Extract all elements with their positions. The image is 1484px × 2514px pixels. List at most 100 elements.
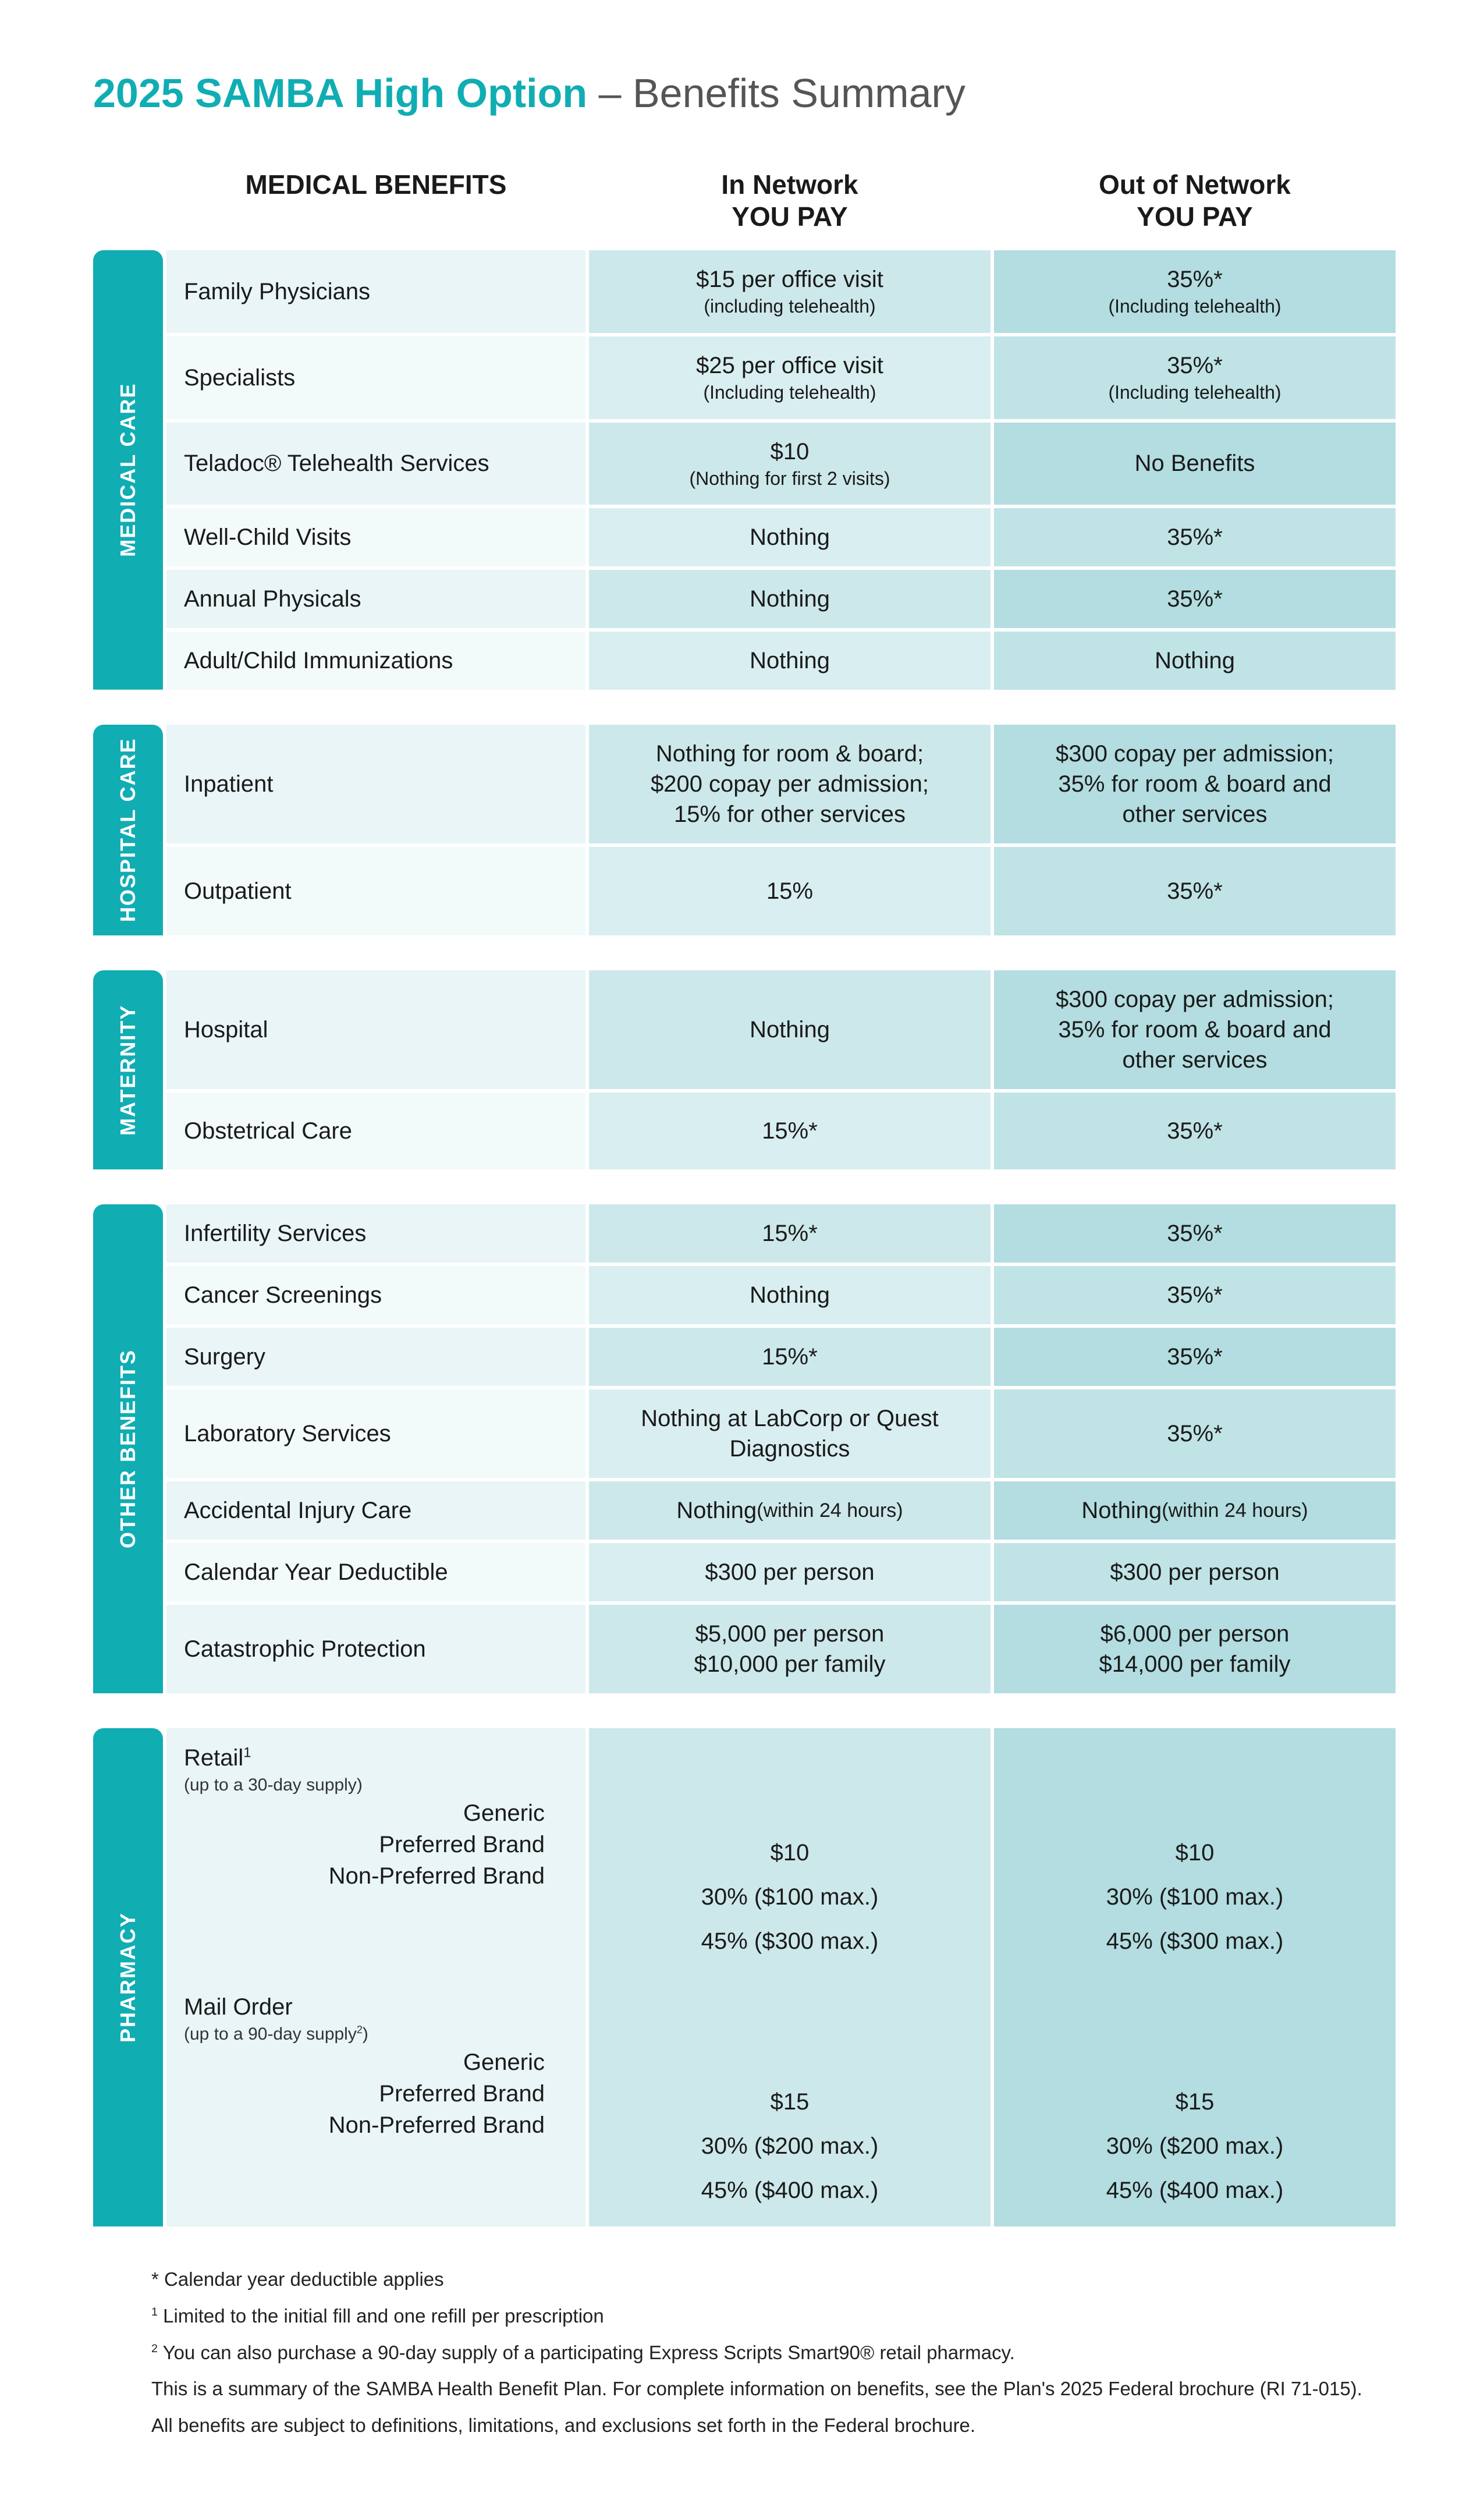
retail-nonpreferred-label: Non-Preferred Brand [184,1860,568,1892]
col-in-line1: In Network [589,169,990,201]
tab-medical: MEDICAL CARE [93,250,163,690]
benefit-name: Family Physicians [166,250,585,333]
out-network-value: 35%* [994,570,1396,628]
out-network-value: 35%* [994,1093,1396,1169]
benefit-name: Annual Physicals [166,570,585,628]
in-network-value: 15% [589,847,990,935]
benefit-name: Outpatient [166,847,585,935]
row-pharmacy-retail: Retail1 (up to a 30-day supply) Generic … [166,1728,1396,1977]
row-maternity-hospital: Hospital Nothing $300 copay per admissio… [166,970,1396,1089]
title-light: – Benefits Summary [587,70,965,116]
out-network-value: 35%* (Including telehealth) [994,336,1396,419]
benefit-name: Well-Child Visits [166,508,585,566]
benefit-name: Adult/Child Immunizations [166,632,585,690]
tab-pharmacy: PHARMACY [93,1728,163,2226]
row-catastrophic: Catastrophic Protection $5,000 per perso… [166,1605,1396,1693]
out-network-value: No Benefits [994,423,1396,505]
in-network-value: $5,000 per person $10,000 per family [589,1605,990,1693]
retail-preferred-label: Preferred Brand [184,1829,568,1860]
mail-generic-label: Generic [184,2047,568,2078]
page-title: 2025 SAMBA High Option – Benefits Summar… [93,70,1391,116]
section-medical: MEDICAL CARE Family Physicians $15 per o… [93,250,1391,690]
footnote-summary: This is a summary of the SAMBA Health Be… [151,2371,1391,2407]
benefit-name: Laboratory Services [166,1389,585,1478]
in-network-value: Nothing (within 24 hours) [589,1481,990,1540]
section-other: OTHER BENEFITS Infertility Services 15%*… [93,1204,1391,1693]
out-network-value: Nothing (within 24 hours) [994,1481,1396,1540]
in-network-value: $10 (Nothing for first 2 visits) [589,423,990,505]
in-network-value: Nothing for room & board; $200 copay per… [589,725,990,843]
out-network-value: Nothing [994,632,1396,690]
out-network-value: 35%* [994,1204,1396,1263]
pharmacy-mail-label: Mail Order (up to a 90-day supply2) Gene… [166,1977,585,2226]
col-in-network: In Network YOU PAY [589,163,990,239]
col-out-line2: YOU PAY [994,201,1396,233]
benefit-name: Infertility Services [166,1204,585,1263]
in-network-value: Nothing at LabCorp or Quest Diagnostics [589,1389,990,1478]
benefit-name: Accidental Injury Care [166,1481,585,1540]
row-inpatient: Inpatient Nothing for room & board; $200… [166,725,1396,843]
row-deductible: Calendar Year Deductible $300 per person… [166,1543,1396,1601]
benefit-name: Teladoc® Telehealth Services [166,423,585,505]
col-out-network: Out of Network YOU PAY [994,163,1396,239]
col-out-line1: Out of Network [994,169,1396,201]
row-outpatient: Outpatient 15% 35%* [166,847,1396,935]
out-network-value: $300 copay per admission; 35% for room &… [994,725,1396,843]
pharmacy-retail-label: Retail1 (up to a 30-day supply) Generic … [166,1728,585,1977]
mail-out-values: $15 30% ($200 max.) 45% ($400 max.) [994,1977,1396,2226]
tab-maternity: MATERNITY [93,970,163,1169]
row-well-child: Well-Child Visits Nothing 35%* [166,508,1396,566]
out-network-value: $6,000 per person $14,000 per family [994,1605,1396,1693]
row-laboratory: Laboratory Services Nothing at LabCorp o… [166,1389,1396,1478]
section-maternity: MATERNITY Hospital Nothing $300 copay pe… [93,970,1391,1169]
in-network-value: Nothing [589,570,990,628]
in-network-value: Nothing [589,1266,990,1324]
row-obstetrical: Obstetrical Care 15%* 35%* [166,1093,1396,1169]
footnote-limitations: All benefits are subject to definitions,… [151,2407,1391,2444]
mail-preferred-label: Preferred Brand [184,2078,568,2109]
title-strong: 2025 SAMBA High Option [93,70,587,116]
row-accidental-injury: Accidental Injury Care Nothing (within 2… [166,1481,1396,1540]
col-in-line2: YOU PAY [589,201,990,233]
section-pharmacy: PHARMACY Retail1 (up to a 30-day supply)… [93,1728,1391,2226]
section-hospital: HOSPITAL CARE Inpatient Nothing for room… [93,725,1391,935]
tab-other: OTHER BENEFITS [93,1204,163,1693]
out-network-value: 35%* [994,508,1396,566]
in-network-value: 15%* [589,1093,990,1169]
out-network-value: $300 per person [994,1543,1396,1601]
benefit-name: Surgery [166,1328,585,1386]
benefit-name: Obstetrical Care [166,1093,585,1169]
in-network-value: Nothing [589,632,990,690]
in-network-value: Nothing [589,508,990,566]
benefit-name: Inpatient [166,725,585,843]
row-cancer-screenings: Cancer Screenings Nothing 35%* [166,1266,1396,1324]
out-network-value: 35%* [994,1328,1396,1386]
footnotes: * Calendar year deductible applies 1 Lim… [93,2261,1391,2444]
retail-generic-label: Generic [184,1797,568,1829]
row-pharmacy-mail: Mail Order (up to a 90-day supply2) Gene… [166,1977,1396,2226]
out-network-value: $300 copay per admission; 35% for room &… [994,970,1396,1089]
retail-in-values: $10 30% ($100 max.) 45% ($300 max.) [589,1728,990,1977]
mail-nonpreferred-label: Non-Preferred Brand [184,2109,568,2141]
col-benefits: MEDICAL BENEFITS [166,163,585,239]
benefit-name: Hospital [166,970,585,1089]
row-family-physicians: Family Physicians $15 per office visit (… [166,250,1396,333]
column-headers: MEDICAL BENEFITS In Network YOU PAY Out … [93,163,1391,239]
footnote-asterisk: * Calendar year deductible applies [151,2261,1391,2298]
row-surgery: Surgery 15%* 35%* [166,1328,1396,1386]
in-network-value: Nothing [589,970,990,1089]
in-network-value: $15 per office visit (including teleheal… [589,250,990,333]
row-specialists: Specialists $25 per office visit (Includ… [166,336,1396,419]
mail-in-values: $15 30% ($200 max.) 45% ($400 max.) [589,1977,990,2226]
in-network-value: 15%* [589,1204,990,1263]
retail-out-values: $10 30% ($100 max.) 45% ($300 max.) [994,1728,1396,1977]
benefit-name: Cancer Screenings [166,1266,585,1324]
out-network-value: 35%* (Including telehealth) [994,250,1396,333]
out-network-value: 35%* [994,1266,1396,1324]
tab-hospital: HOSPITAL CARE [93,725,163,935]
out-network-value: 35%* [994,1389,1396,1478]
benefit-name: Catastrophic Protection [166,1605,585,1693]
benefit-name: Calendar Year Deductible [166,1543,585,1601]
row-immunizations: Adult/Child Immunizations Nothing Nothin… [166,632,1396,690]
in-network-value: $300 per person [589,1543,990,1601]
